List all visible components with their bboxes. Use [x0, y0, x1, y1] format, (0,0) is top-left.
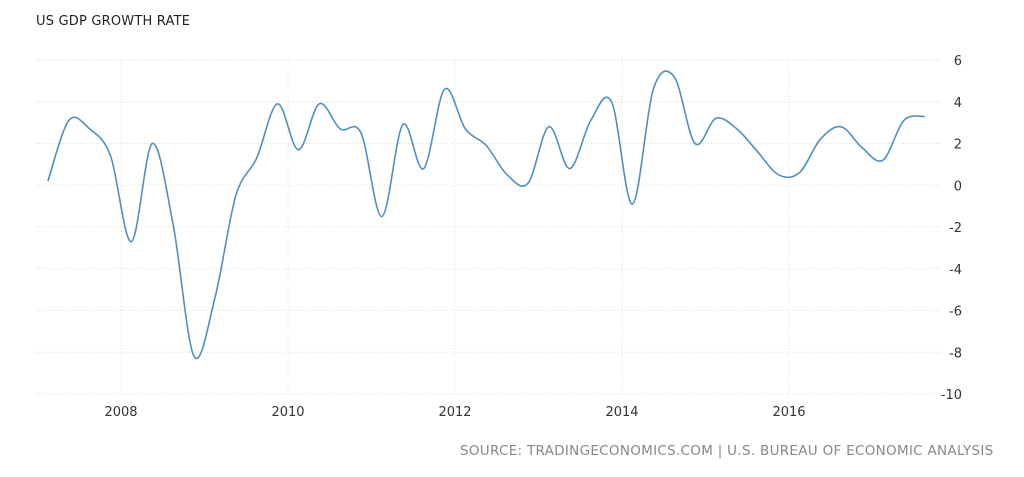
data-point: [129, 240, 133, 244]
y-axis-ticks: 6 4 2 0 -2 -4 -6 -8 -10: [941, 54, 962, 403]
data-point: [150, 142, 154, 146]
data-point: [881, 158, 885, 162]
x-tick-label: 2016: [772, 405, 805, 420]
data-point: [735, 127, 739, 131]
data-point: [401, 123, 405, 127]
data-point: [171, 223, 175, 227]
data-point: [67, 119, 71, 123]
y-tick-label: 2: [954, 138, 962, 153]
data-point: [338, 127, 342, 131]
data-point: [839, 125, 843, 129]
data-point: [818, 137, 822, 141]
data-points: [46, 75, 927, 359]
y-tick-label: -6: [949, 305, 962, 320]
data-point: [276, 102, 280, 106]
data-point: [463, 127, 467, 131]
data-point: [777, 173, 781, 177]
data-point: [88, 127, 92, 131]
data-point: [234, 194, 238, 198]
data-point: [213, 296, 217, 300]
data-point: [380, 215, 384, 219]
data-point: [46, 179, 50, 183]
data-point: [317, 102, 321, 106]
data-point: [547, 125, 551, 129]
y-tick-label: -2: [949, 221, 962, 236]
data-point: [902, 119, 906, 123]
data-point: [568, 167, 572, 171]
data-point: [860, 146, 864, 150]
data-point: [484, 144, 488, 148]
data-point: [610, 100, 614, 104]
data-point: [359, 131, 363, 135]
y-tick-label: -8: [949, 346, 962, 361]
data-point: [192, 354, 196, 358]
data-point: [693, 142, 697, 146]
data-point: [109, 154, 113, 158]
y-tick-label: 6: [954, 54, 962, 69]
data-point: [443, 87, 447, 91]
x-tick-label: 2008: [104, 405, 137, 420]
data-point: [923, 114, 927, 118]
data-point: [422, 167, 426, 171]
data-point: [505, 173, 509, 177]
y-tick-label: 0: [954, 179, 962, 194]
data-point: [296, 148, 300, 152]
data-point: [714, 116, 718, 120]
data-point: [589, 119, 593, 123]
data-point: [630, 202, 634, 206]
data-point: [756, 150, 760, 154]
y-tick-label: -4: [949, 263, 962, 278]
x-tick-label: 2014: [605, 405, 638, 420]
y-tick-label: -10: [941, 388, 962, 403]
chart-title: US GDP GROWTH RATE: [36, 14, 191, 29]
y-tick-label: 4: [954, 96, 962, 111]
source-note: SOURCE: TRADINGECONOMICS.COM | U.S. BURE…: [460, 443, 994, 459]
gdp-growth-series-line: [47, 70, 925, 360]
x-tick-label: 2012: [438, 405, 471, 420]
data-point: [797, 171, 801, 175]
data-point: [255, 156, 259, 160]
data-point: [672, 75, 676, 79]
x-axis-ticks: 2008 2010 2012 2014 2016: [104, 405, 805, 420]
grid-layer: [36, 59, 942, 395]
data-point: [526, 181, 530, 185]
data-point: [651, 87, 655, 91]
x-tick-label: 2010: [271, 405, 304, 420]
